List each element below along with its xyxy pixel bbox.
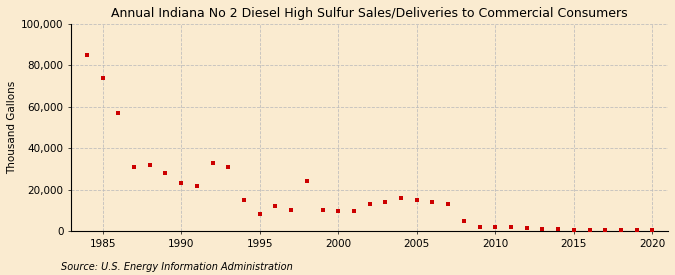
Point [223, 165, 234, 169]
Point [506, 225, 516, 229]
Point [302, 179, 313, 184]
Point [584, 228, 595, 232]
Text: Source: U.S. Energy Information Administration: Source: U.S. Energy Information Administ… [61, 262, 292, 272]
Point [97, 76, 108, 80]
Point [238, 198, 249, 202]
Point [475, 225, 485, 229]
Point [490, 225, 501, 229]
Point [396, 196, 406, 200]
Point [443, 202, 454, 207]
Point [160, 171, 171, 175]
Point [427, 200, 438, 204]
Point [647, 228, 657, 232]
Title: Annual Indiana No 2 Diesel High Sulfur Sales/Deliveries to Commercial Consumers: Annual Indiana No 2 Diesel High Sulfur S… [111, 7, 628, 20]
Point [364, 202, 375, 207]
Point [113, 111, 124, 115]
Point [521, 226, 532, 230]
Point [82, 53, 92, 57]
Point [176, 181, 186, 186]
Point [192, 183, 202, 188]
Point [333, 209, 344, 214]
Point [286, 208, 296, 213]
Point [254, 211, 265, 216]
Point [631, 228, 642, 232]
Point [317, 208, 328, 213]
Point [348, 209, 359, 214]
Point [380, 200, 391, 204]
Y-axis label: Thousand Gallons: Thousand Gallons [7, 81, 17, 174]
Point [537, 227, 548, 231]
Point [144, 163, 155, 167]
Point [270, 204, 281, 208]
Point [411, 198, 422, 202]
Point [600, 228, 611, 232]
Point [458, 219, 469, 223]
Point [207, 161, 218, 165]
Point [553, 227, 564, 231]
Point [129, 165, 140, 169]
Point [616, 228, 626, 232]
Point [568, 228, 579, 232]
